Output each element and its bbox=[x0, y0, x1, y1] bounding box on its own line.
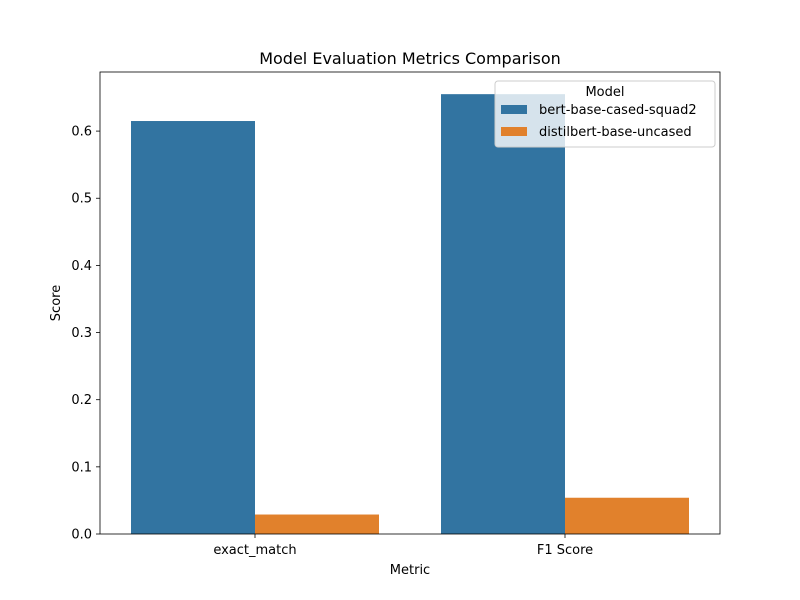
legend-label-distilbert-base-uncased: distilbert-base-uncased bbox=[539, 125, 692, 140]
y-tick-label: 0.0 bbox=[71, 528, 92, 543]
bar-distilbert-base-uncased-f1-score bbox=[565, 497, 689, 534]
legend-title: Model bbox=[585, 85, 624, 100]
bar-bert-base-cased-squad2-f1-score bbox=[441, 94, 565, 534]
y-tick-label: 0.4 bbox=[71, 259, 92, 274]
legend-swatch-distilbert-base-uncased bbox=[501, 127, 527, 136]
legend-label-bert-base-cased-squad2: bert-base-cased-squad2 bbox=[539, 103, 697, 118]
legend: Model bert-base-cased-squad2 distilbert-… bbox=[494, 80, 716, 148]
y-axis-label: Score bbox=[49, 285, 64, 321]
bars-group bbox=[131, 94, 689, 534]
y-tick-label: 0.1 bbox=[71, 460, 92, 475]
chart-title: Model Evaluation Metrics Comparison bbox=[259, 49, 561, 68]
legend-box bbox=[494, 80, 716, 148]
x-axis-label: Metric bbox=[390, 563, 430, 578]
bar-bert-base-cased-squad2-exact_match bbox=[131, 121, 255, 534]
bar-distilbert-base-uncased-exact_match bbox=[255, 514, 379, 534]
plot-frame bbox=[99, 71, 721, 535]
y-tick-label: 0.5 bbox=[71, 192, 92, 207]
y-tick-label: 0.2 bbox=[71, 393, 92, 408]
y-tick-label: 0.6 bbox=[71, 125, 92, 140]
x-axis-ticks: exact_match F1 Score bbox=[213, 534, 593, 558]
x-tick-label: F1 Score bbox=[537, 543, 593, 558]
y-tick-label: 0.3 bbox=[71, 326, 92, 341]
legend-swatch-bert-base-cased-squad2 bbox=[501, 105, 527, 114]
x-tick-label: exact_match bbox=[213, 543, 296, 558]
y-axis-ticks: 0.0 0.1 0.2 0.3 0.4 0.5 0.6 bbox=[71, 125, 100, 543]
